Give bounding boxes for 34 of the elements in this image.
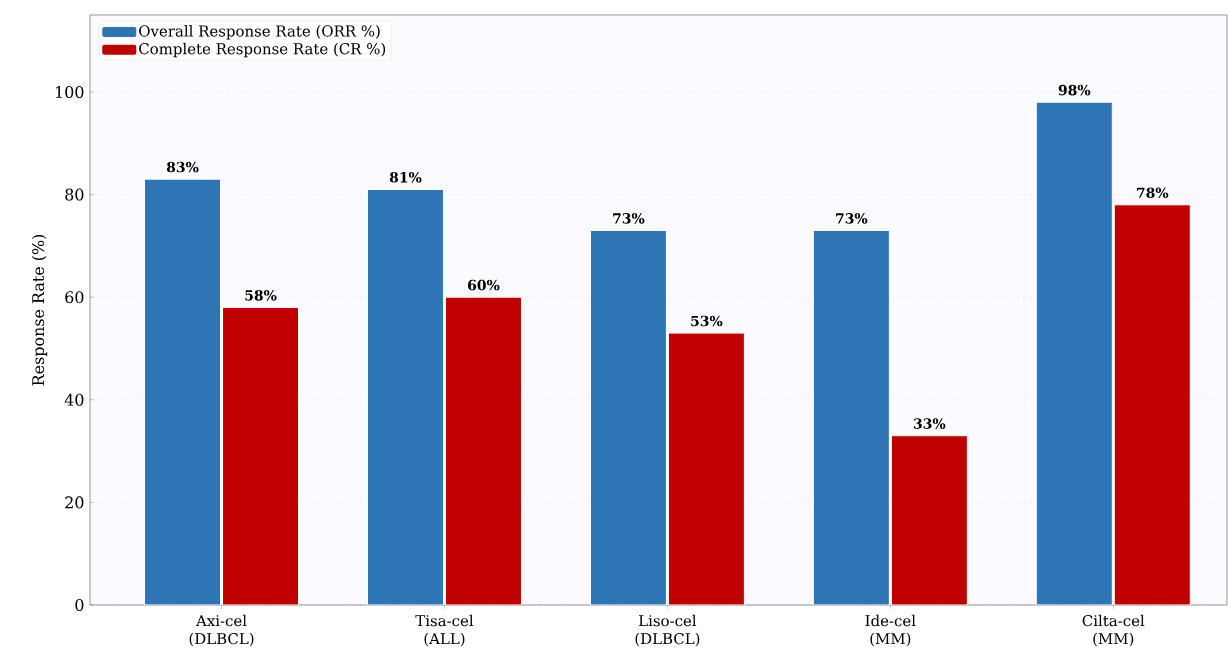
data-label: 60% xyxy=(468,279,500,291)
y-tick-label: 0 xyxy=(75,598,84,612)
bar xyxy=(890,435,968,605)
data-label: 73% xyxy=(836,213,868,224)
bar xyxy=(812,229,890,605)
bar xyxy=(366,188,444,605)
x-tick-label: Axi-cel (DLBCL) xyxy=(189,614,254,647)
y-tick-label: 20 xyxy=(65,496,84,509)
legend-label: Complete Response Rate (CR %) xyxy=(139,42,386,58)
bar xyxy=(589,229,667,605)
data-label: 53% xyxy=(691,315,723,327)
data-label: 58% xyxy=(245,290,277,301)
bar xyxy=(1113,204,1191,605)
bar xyxy=(144,179,221,605)
x-tick-label: Cilta-cel (MM) xyxy=(1082,614,1145,647)
bar xyxy=(667,332,745,605)
data-label: 81% xyxy=(389,172,422,183)
data-label: 98% xyxy=(1058,84,1091,96)
y-tick-label: 100 xyxy=(56,85,84,98)
data-label: 83% xyxy=(166,161,199,173)
bar xyxy=(222,307,299,605)
x-tick-label: Ide-cel (MM) xyxy=(865,614,916,647)
bar xyxy=(444,296,522,605)
y-axis-title: Response Rate (%) xyxy=(31,234,48,386)
x-tick-label: Tisa-cel (ALL) xyxy=(415,614,474,647)
y-tick-label: 80 xyxy=(65,188,84,201)
x-tick-label: Liso-cel (DLBCL) xyxy=(635,614,700,647)
legend-label: Overall Response Rate (ORR %) xyxy=(139,25,380,40)
y-tick-label: 60 xyxy=(65,291,84,304)
bar xyxy=(1035,101,1113,605)
data-label: 33% xyxy=(913,418,946,429)
data-label: 73% xyxy=(613,213,645,224)
y-tick-label: 40 xyxy=(64,393,84,406)
data-label: 78% xyxy=(1137,187,1169,199)
